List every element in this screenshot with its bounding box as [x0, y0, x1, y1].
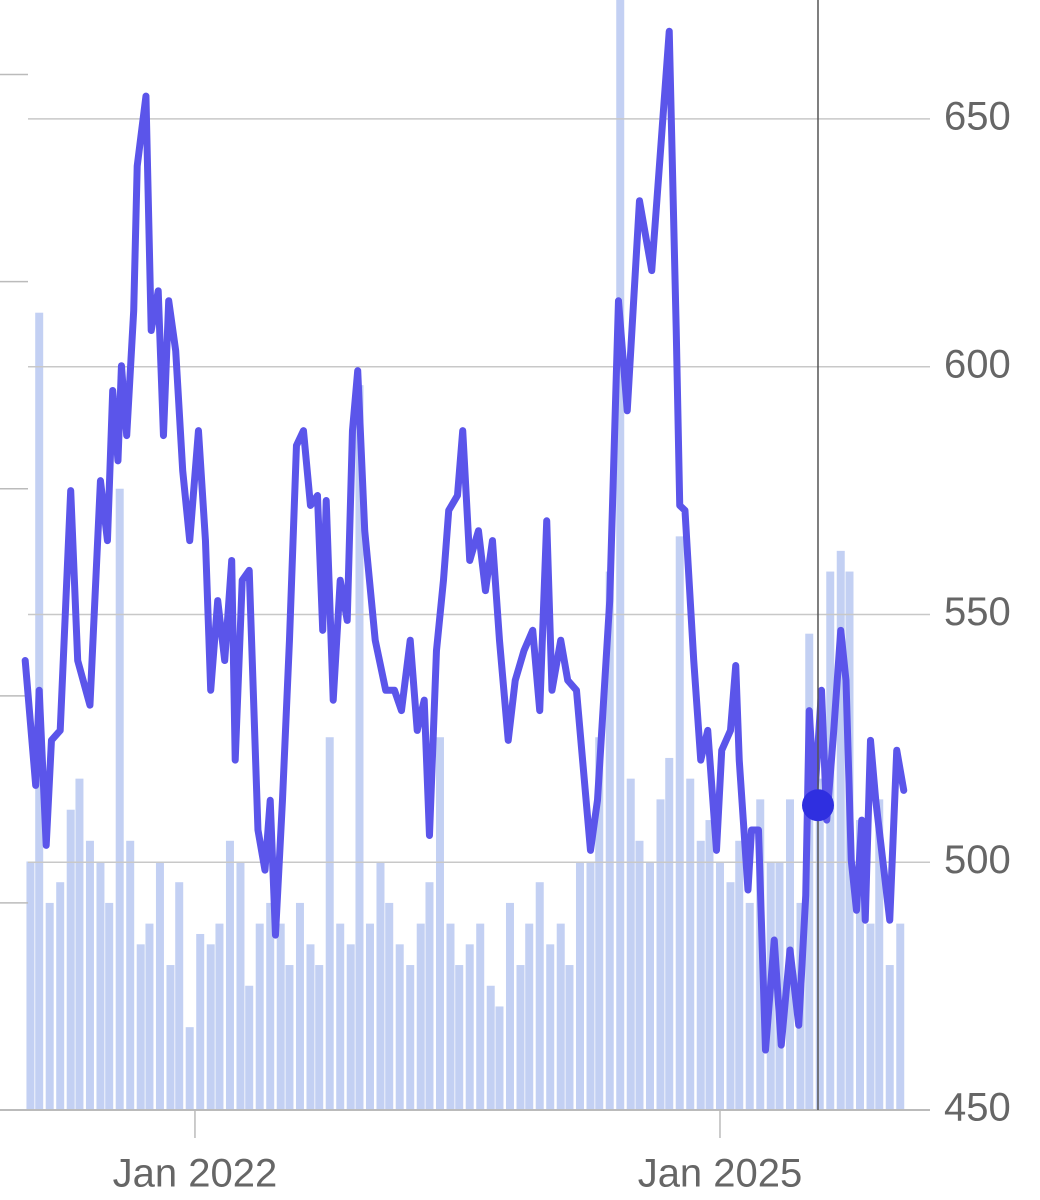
y-tick-label: 650	[944, 94, 1011, 138]
x-tick-label: Jan 2022	[113, 1152, 278, 1196]
volume-bar	[336, 923, 345, 1110]
volume-bar	[85, 840, 94, 1110]
volume-bar	[605, 571, 614, 1110]
volume-bar	[465, 944, 474, 1110]
volume-bar	[266, 902, 275, 1110]
volume-bar	[675, 536, 684, 1110]
volume-bar	[126, 840, 135, 1110]
volume-bar	[885, 965, 894, 1110]
volume-bar	[236, 861, 245, 1110]
volume-bar	[155, 861, 164, 1110]
volume-bar	[815, 778, 824, 1110]
volume-bar	[406, 965, 415, 1110]
volume-bar	[626, 778, 635, 1110]
volume-bar	[56, 882, 65, 1110]
volume-bar	[745, 902, 754, 1110]
axes: 450 500 550 600 650 Jan 2022 Jan 2025	[0, 73, 1011, 1196]
volume-bar	[896, 923, 905, 1110]
volume-bar	[645, 861, 654, 1110]
volume-bar	[425, 882, 434, 1110]
volume-bar	[535, 882, 544, 1110]
volume-bar	[635, 840, 644, 1110]
highlight-point	[801, 789, 834, 822]
volume-bar	[726, 882, 735, 1110]
volume-bar	[145, 923, 154, 1110]
volume-bar	[166, 965, 175, 1110]
volume-bar	[416, 923, 425, 1110]
volume-bar	[115, 488, 124, 1110]
volume-bar	[565, 965, 574, 1110]
volume-bar	[575, 861, 584, 1110]
volume-bar	[185, 1027, 194, 1110]
volume-bar	[616, 0, 625, 1110]
volume-bar	[175, 882, 184, 1110]
volume-bar	[285, 965, 294, 1110]
volume-bar	[295, 902, 304, 1110]
volume-bar	[686, 778, 695, 1110]
volume-bar	[136, 944, 145, 1110]
volume-bar	[476, 923, 485, 1110]
volume-bar	[705, 820, 714, 1110]
volume-bar	[735, 840, 744, 1110]
volume-bar	[505, 902, 514, 1110]
volume-bar	[276, 923, 285, 1110]
volume-bar	[525, 923, 534, 1110]
y-tick-label: 550	[944, 590, 1011, 634]
volume-bar	[446, 923, 455, 1110]
y-tick-label: 450	[944, 1086, 1011, 1130]
volume-bar	[376, 861, 385, 1110]
y-tick-label: 600	[944, 342, 1011, 386]
volume-bar	[875, 799, 884, 1110]
volume-bar	[455, 965, 464, 1110]
volume-bar	[556, 923, 565, 1110]
y-tick-label: 500	[944, 838, 1011, 882]
volume-bar	[225, 840, 234, 1110]
volume-bar	[245, 985, 254, 1110]
volume-bar	[346, 944, 355, 1110]
price-line	[21, 0, 908, 1110]
volume-bar	[546, 944, 555, 1110]
volume-bar	[315, 965, 324, 1110]
volume-bar	[866, 923, 875, 1110]
volume-bar	[665, 757, 674, 1110]
volume-bar	[355, 385, 364, 1110]
volume-bar	[206, 944, 215, 1110]
volume-bar	[306, 944, 315, 1110]
volume-bar	[325, 737, 334, 1110]
volume-bar	[715, 861, 724, 1110]
volume-bar	[495, 1006, 504, 1110]
volume-bar	[66, 809, 75, 1110]
volume-bar	[435, 737, 444, 1110]
x-tick-label: Jan 2025	[638, 1152, 803, 1196]
volume-bar	[486, 985, 495, 1110]
volume-bar	[105, 902, 114, 1110]
volume-bar	[196, 933, 205, 1110]
volume-bar	[395, 944, 404, 1110]
volume-bar	[696, 840, 705, 1110]
volume-bar	[75, 778, 84, 1110]
volume-bar	[385, 902, 394, 1110]
price-line	[21, 27, 908, 1054]
volume-bar	[595, 737, 604, 1110]
volume-bar	[826, 571, 835, 1110]
volume-bar	[516, 965, 525, 1110]
volume-bar	[45, 902, 54, 1110]
volume-bar	[586, 861, 595, 1110]
volume-bar	[96, 861, 105, 1110]
volume-bar	[656, 799, 665, 1110]
volume-bar	[855, 820, 864, 1110]
volume-bar	[26, 861, 35, 1110]
volume-bar	[836, 550, 845, 1110]
volume-bar	[365, 923, 374, 1110]
volume-bar	[215, 923, 224, 1110]
volume-bar	[255, 923, 264, 1110]
